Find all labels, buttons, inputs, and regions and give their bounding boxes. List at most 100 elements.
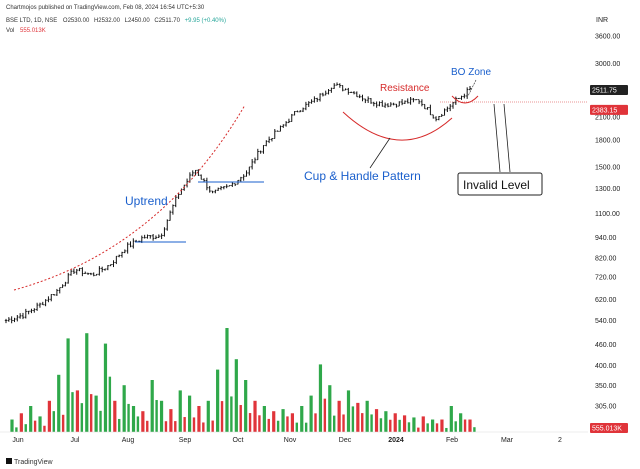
volume-bar — [89, 394, 93, 432]
price-badge-label: 2383.15 — [592, 107, 617, 114]
volume-bar — [169, 409, 173, 432]
x-tick-label: Dec — [339, 437, 352, 444]
volume-bar — [426, 423, 429, 432]
volume-bar — [318, 364, 323, 432]
invalid-level-pointer — [493, 103, 511, 173]
volume-bar — [468, 419, 472, 432]
annotation-resistance: Resistance — [380, 83, 430, 94]
volume-bar — [459, 413, 463, 432]
overlay-lines — [13, 79, 588, 291]
volume-bar — [342, 414, 345, 432]
symbol-line: BSE LTD, 1D, NSE O2530.00 H2532.00 L2450… — [6, 18, 226, 24]
volume-bar — [155, 400, 158, 432]
y-axis: 3600.003000.002500.002100.001800.001500.… — [590, 34, 628, 433]
ohlc-close: C2511.70 — [154, 18, 180, 24]
volume-bar — [276, 420, 280, 432]
annotation-bo-zone: BO Zone — [451, 67, 491, 78]
y-tick-label: 720.00 — [595, 275, 617, 282]
volume-bar — [15, 427, 18, 432]
y-tick-label: 400.00 — [595, 363, 617, 370]
volume-bar — [281, 409, 285, 432]
volume-bar — [127, 403, 130, 432]
volume-bar — [248, 413, 252, 432]
volume-bar — [113, 400, 117, 432]
volume-bar — [71, 392, 74, 432]
volume-bar — [150, 380, 154, 432]
volume-bar — [314, 413, 317, 432]
volume-bar — [295, 422, 299, 432]
volume-bar — [220, 401, 224, 432]
volume-bar — [365, 400, 369, 432]
volume-bar — [33, 420, 37, 432]
y-tick-label: 540.00 — [595, 318, 617, 325]
x-tick-label: Sep — [179, 437, 192, 444]
volume-bar — [174, 421, 177, 432]
volume-bar — [187, 395, 192, 432]
tradingview-brand: TradingView — [14, 459, 53, 466]
volume-bar — [183, 417, 186, 432]
volume-bar — [412, 417, 416, 432]
volume-bar — [346, 390, 351, 432]
x-tick-label: 2 — [558, 437, 562, 444]
handle-curve — [451, 95, 479, 104]
y-tick-label: 620.00 — [595, 297, 617, 304]
volume-bar — [267, 418, 270, 432]
volume-bar — [431, 419, 435, 432]
annotation-invalid-level: Invalid Level — [463, 178, 530, 192]
volume-bar — [141, 411, 145, 432]
price-bars — [4, 82, 472, 324]
volume-bar — [374, 409, 379, 432]
volume-bar — [407, 422, 411, 432]
volume-bar — [262, 406, 266, 432]
volume-bar — [52, 411, 55, 432]
y-tick-label: 940.00 — [595, 235, 617, 242]
volume-bar — [286, 416, 289, 432]
ohlc-open: O2530.00 — [63, 18, 90, 24]
volume-bar — [202, 422, 205, 432]
symbol-name: BSE LTD, 1D, NSE — [6, 18, 57, 24]
volume-bar — [43, 425, 46, 432]
volume-bar — [24, 424, 27, 432]
volume-bar — [192, 417, 196, 432]
bo-arrow — [467, 79, 477, 97]
y-tick-label: 1500.00 — [595, 165, 620, 172]
volume-bar — [225, 328, 229, 432]
volume-bar — [47, 400, 51, 432]
volume-bar — [99, 410, 102, 432]
volume-bar — [136, 416, 140, 432]
publisher-line: Chartmojos published on TradingView.com,… — [6, 5, 205, 11]
volume-bar — [258, 415, 261, 432]
x-tick-label: Aug — [122, 437, 135, 444]
volume-bar — [122, 385, 126, 432]
ohlc-low: L2450.00 — [125, 18, 151, 24]
volume-bar — [230, 396, 233, 432]
annotation-cup-handle: Cup & Handle Pattern — [304, 169, 421, 183]
volume-bar — [323, 398, 327, 432]
volume-bar — [253, 400, 257, 432]
volume-bar — [290, 413, 295, 432]
annotation-uptrend: Uptrend — [125, 194, 168, 208]
volume-bar — [440, 419, 444, 432]
volume-bar — [417, 427, 420, 432]
volume-bar — [234, 359, 238, 432]
price-badge-bg — [590, 104, 628, 115]
volume-bar — [272, 411, 276, 432]
volume-bar — [146, 420, 149, 432]
y-tick-label: 1100.00 — [595, 211, 620, 218]
x-tick-label: Feb — [446, 437, 458, 444]
invalid-level-box — [457, 172, 543, 196]
volume-bar — [75, 390, 80, 432]
volume-bar — [61, 414, 65, 432]
y-tick-label: 3000.00 — [595, 61, 620, 68]
y-tick-label: 820.00 — [595, 255, 617, 262]
volume-bar — [131, 406, 136, 432]
volume-bar — [29, 406, 33, 432]
volume-bar — [85, 333, 89, 432]
volume-bar — [300, 406, 304, 432]
volume-bar — [421, 416, 425, 432]
volume-bar — [332, 415, 336, 432]
x-tick-label: Nov — [284, 437, 297, 444]
x-tick-label: Jul — [71, 437, 80, 444]
